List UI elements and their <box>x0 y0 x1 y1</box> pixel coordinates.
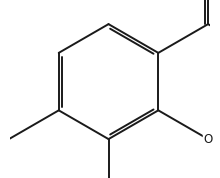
Text: O: O <box>204 133 213 146</box>
